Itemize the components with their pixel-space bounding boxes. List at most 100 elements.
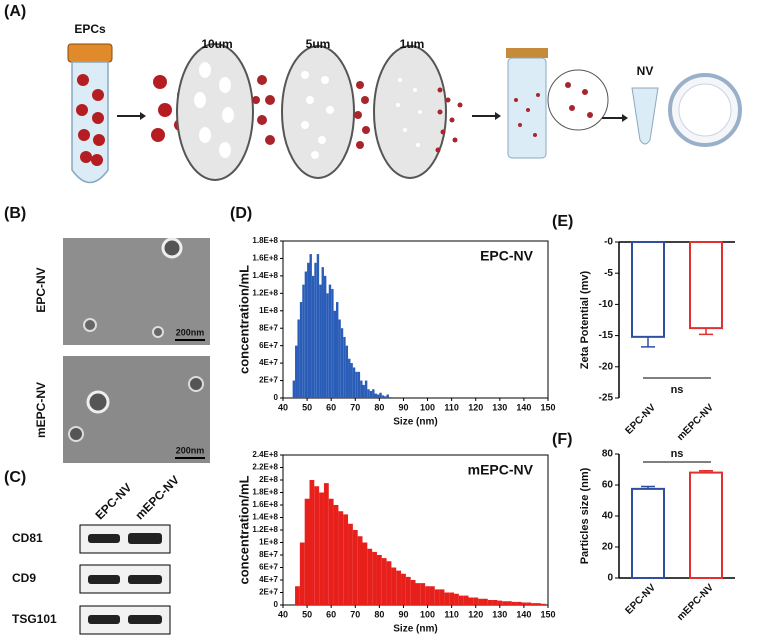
x-tick-label: mEPC-NV (675, 582, 716, 623)
histogram-bar (350, 363, 353, 398)
y-tick-label: -15 (599, 330, 614, 341)
histogram-bar (540, 603, 546, 605)
panel-label: (C) (4, 469, 26, 486)
histogram-bar (340, 328, 344, 398)
panel-label: (F) (552, 431, 572, 448)
significance-label: ns (671, 384, 684, 396)
x-tick-label: 140 (516, 402, 531, 412)
histogram-bar (507, 601, 512, 605)
y-tick-label: 40 (602, 511, 614, 522)
tem-images: EPC-NV mEPC-NV 200nm 200nm (34, 237, 210, 463)
lane-label: mEPC-NV (132, 473, 182, 523)
row-label: mEPC-NV (34, 382, 48, 438)
histogram-bar (323, 275, 327, 398)
histogram-bar (297, 319, 300, 398)
y-tick-label: 1E+8 (259, 538, 278, 547)
filter-label: 5um (306, 37, 331, 51)
x-tick-label: 130 (492, 609, 507, 619)
x-tick-label: 100 (420, 402, 435, 412)
histogram-bar (521, 602, 527, 605)
histogram-bar (369, 391, 373, 398)
histogram-bar (497, 600, 503, 605)
histogram-bar (434, 589, 440, 605)
histogram-bar (314, 262, 317, 398)
histogram-bar (384, 396, 387, 398)
y-tick-label: -20 (599, 361, 614, 372)
histogram-bar (420, 583, 426, 605)
y-tick-label: -0 (604, 237, 613, 248)
histogram-bar (302, 284, 305, 398)
panel-label: (E) (552, 213, 573, 230)
x-axis-label: Size (nm) (393, 624, 437, 635)
product-label: NV (637, 64, 654, 78)
panel-label: (D) (230, 205, 252, 222)
y-tick-label: -25 (599, 393, 614, 404)
histogram-bar (362, 384, 365, 398)
x-tick-label: 130 (492, 402, 507, 412)
histogram-bar (386, 561, 392, 605)
x-tick-label: 50 (302, 402, 312, 412)
histogram-bar (531, 603, 536, 605)
histogram-bar (492, 600, 498, 605)
histogram-bar (314, 486, 320, 605)
y-tick-label: 1.6E+8 (252, 500, 278, 509)
x-axis-label: Size (nm) (393, 417, 437, 428)
histogram-bar (376, 394, 380, 398)
x-tick-label: 120 (468, 402, 483, 412)
panel-label: (A) (4, 3, 26, 20)
y-tick-label: 0 (274, 600, 279, 609)
y-tick-label: 60 (602, 480, 614, 491)
histogram-bar (535, 603, 541, 605)
histogram-bar (316, 254, 320, 398)
histogram-bar (328, 498, 334, 605)
histogram-bar (391, 567, 397, 605)
x-tick-label: 150 (540, 402, 555, 412)
histogram-bar (299, 302, 303, 398)
y-tick-label: 80 (602, 449, 614, 460)
y-tick-label: 1.8E+8 (252, 236, 278, 245)
histogram-bar (343, 336, 346, 398)
histogram-bar (449, 592, 455, 605)
y-tick-label: 2E+7 (259, 588, 278, 597)
histogram-bar (502, 601, 508, 605)
histogram-bar (487, 600, 493, 605)
y-tick-label: 1.8E+8 (252, 488, 278, 497)
histogram-bar (357, 371, 361, 398)
significance-label: ns (671, 448, 684, 460)
histogram-bar (386, 394, 389, 398)
y-axis-label: Particles size (nm) (579, 467, 591, 564)
y-tick-label: 8E+7 (259, 550, 278, 559)
histogram-bar (345, 345, 349, 398)
histogram-bar (454, 593, 459, 605)
histogram-bar (328, 284, 332, 398)
x-tick-label: 110 (444, 609, 459, 619)
histogram-bar (333, 505, 339, 605)
scale-bar-label: 200nm (176, 445, 205, 455)
y-tick-label: 1.2E+8 (252, 525, 278, 534)
histogram-bar (372, 551, 377, 605)
y-tick-label: 4E+7 (259, 358, 278, 367)
bar (631, 487, 665, 579)
histogram-bar (338, 511, 344, 605)
y-tick-label: 6E+7 (259, 563, 278, 572)
x-tick-label: 110 (444, 402, 459, 412)
x-tick-label: 70 (350, 609, 360, 619)
histogram-bar (439, 589, 445, 605)
x-tick-label: 40 (278, 609, 288, 619)
histogram-bar (444, 592, 450, 605)
histogram-bar (299, 542, 305, 605)
y-tick-label: 2.4E+8 (252, 450, 278, 459)
histogram-bar (309, 254, 312, 398)
histogram-bar (321, 267, 324, 398)
series-label: mEPC-NV (468, 462, 534, 478)
y-tick-label: 20 (602, 542, 614, 553)
x-tick-label: 140 (516, 609, 531, 619)
histogram-bar (319, 284, 322, 398)
y-tick-label: 1.4E+8 (252, 513, 278, 522)
x-tick-label: EPC-NV (623, 582, 658, 617)
histogram-bar (526, 602, 532, 605)
histogram-bar (463, 595, 469, 605)
x-tick-label: 100 (420, 609, 435, 619)
y-axis-label: concentration/mL (236, 265, 251, 374)
